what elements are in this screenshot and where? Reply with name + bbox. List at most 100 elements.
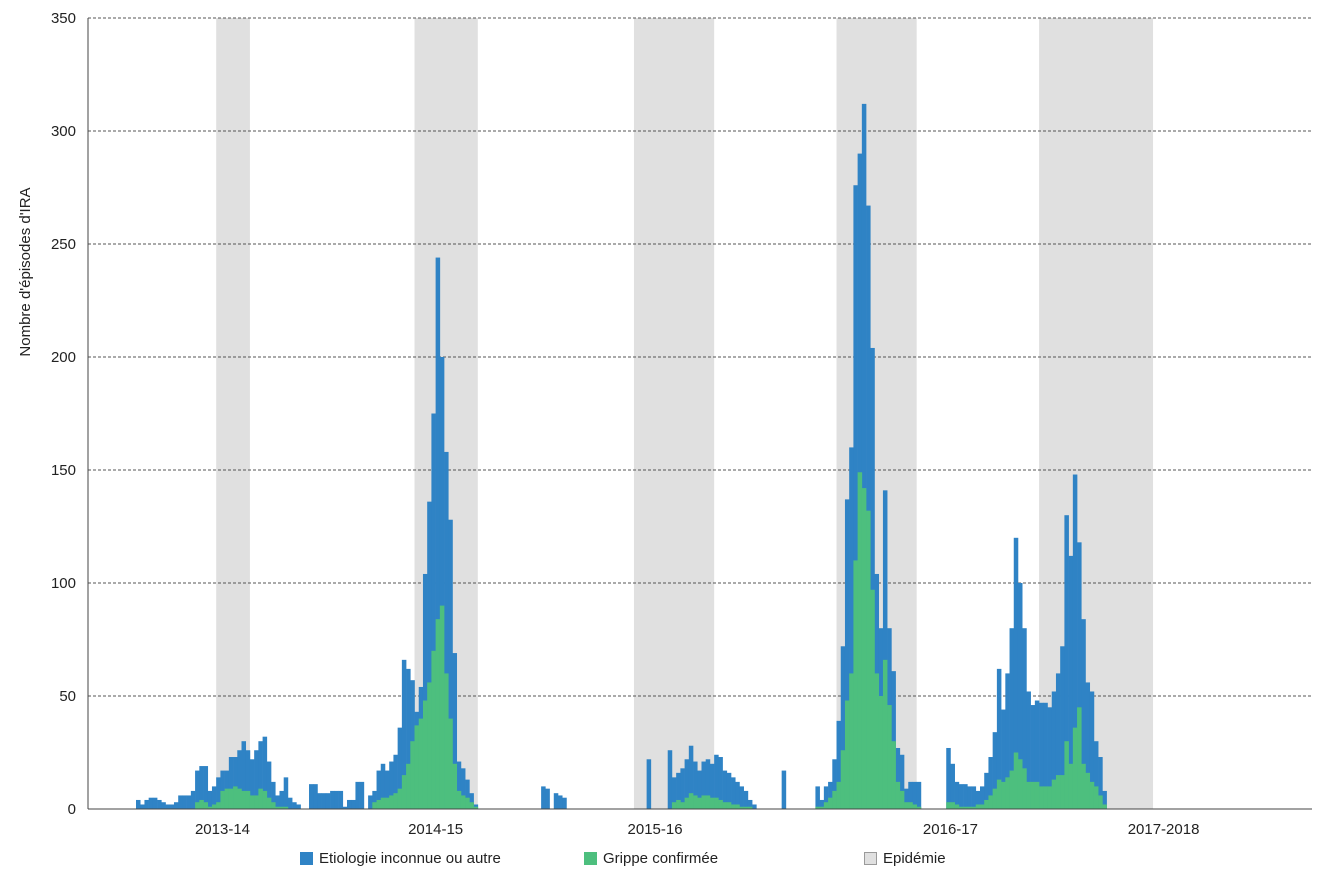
bar-grippe [1026, 781, 1031, 809]
bar-etiologie [334, 790, 339, 809]
bar-etiologie [963, 784, 968, 809]
bar-grippe [1102, 804, 1107, 809]
bar-grippe [448, 718, 453, 809]
bar-etiologie [228, 757, 234, 809]
bar-grippe [1093, 786, 1099, 809]
bar-grippe [452, 763, 458, 809]
bar-etiologie [401, 659, 407, 809]
bar-etiologie [1043, 702, 1048, 809]
bar-etiologie [950, 763, 955, 809]
bar-etiologie [195, 770, 200, 809]
x-tick-label-2013-14: 2013-14 [195, 821, 250, 838]
bar-etiologie [233, 757, 238, 809]
bar-etiologie [389, 761, 394, 809]
bar-grippe [1022, 768, 1027, 809]
bar-etiologie [726, 772, 732, 809]
y-tick-label-350: 350 [51, 10, 76, 27]
bar-grippe [249, 795, 255, 809]
bar-grippe [904, 802, 909, 809]
bar-etiologie [199, 766, 204, 809]
bar-etiologie [904, 788, 909, 809]
bar-grippe [1009, 770, 1015, 809]
grid-lines [88, 17, 1312, 697]
bar-grippe [254, 795, 259, 809]
bar-etiologie [237, 750, 242, 809]
bar-grippe [1081, 763, 1086, 809]
bar-grippe [743, 806, 749, 809]
legend-item-grippe: Grippe confirmée [584, 850, 718, 867]
bar-etiologie [752, 804, 757, 809]
bar-etiologie [136, 799, 141, 809]
bar-grippe [1064, 741, 1069, 809]
bar-grippe [1055, 775, 1061, 809]
epidemic-band-2015-16 [633, 18, 715, 809]
bar-grippe [1047, 786, 1053, 809]
bar-grippe [870, 589, 875, 809]
bar-etiologie [684, 759, 690, 809]
bar-grippe [958, 806, 964, 809]
bar-etiologie [161, 802, 166, 809]
bar-etiologie [330, 790, 335, 809]
bar-etiologie [545, 788, 550, 809]
bar-grippe [954, 804, 960, 809]
bar-etiologie [372, 790, 377, 809]
bar-grippe [714, 797, 719, 809]
bar-etiologie [393, 754, 398, 809]
bar-etiologie [1051, 691, 1057, 809]
bar-etiologie [211, 786, 217, 809]
bar-grippe [815, 806, 820, 809]
bar-grippe [435, 619, 441, 809]
bar-etiologie [688, 745, 694, 809]
bar-etiologie [165, 804, 171, 809]
bar-etiologie [1013, 537, 1019, 809]
bar-etiologie [1102, 790, 1107, 809]
bar-etiologie [216, 777, 221, 809]
bar-etiologie [351, 799, 356, 809]
bar-grippe [401, 775, 407, 809]
bar-etiologie [1039, 702, 1044, 809]
bar-grippe [709, 797, 715, 809]
bar-etiologie [891, 671, 896, 809]
bar-grippe [1013, 752, 1019, 809]
bar-etiologie [271, 781, 276, 809]
bar-grippe [1068, 763, 1074, 809]
chart: 0 50 100 150 200 250 300 350 2013-14 2014-15 2015-… [17, 10, 1312, 838]
bar-grippe [1001, 781, 1006, 809]
bar-grippe [283, 806, 289, 809]
bar-etiologie [908, 781, 913, 809]
bar-etiologie [1081, 619, 1086, 809]
bar-grippe [431, 650, 436, 809]
bar-etiologie [701, 761, 706, 809]
bar-grippe [950, 802, 955, 809]
bar-etiologie [722, 770, 728, 809]
bar-etiologie [676, 772, 681, 809]
y-axis-title: Nombre d'épisodes d'IRA [17, 187, 34, 356]
bar-etiologie [384, 770, 390, 809]
bar-etiologie [380, 763, 386, 809]
bar-grippe [722, 802, 728, 809]
bar-grippe [228, 788, 234, 809]
bar-grippe [1030, 781, 1036, 809]
bar-etiologie [173, 802, 179, 809]
bar-grippe [1034, 781, 1040, 809]
bar-grippe [376, 799, 382, 809]
bar-grippe [823, 802, 829, 809]
legend: Etiologie inconnue ou autre Grippe confi… [0, 850, 1322, 874]
bar-etiologie [245, 750, 251, 809]
bar-grippe [853, 560, 858, 809]
bar-etiologie [646, 759, 652, 809]
bar-grippe [1043, 786, 1048, 809]
bar-etiologie [815, 786, 820, 809]
bar-etiologie [342, 806, 348, 809]
bar-etiologie [667, 750, 673, 809]
bar-etiologie [718, 757, 723, 809]
bar-grippe [1051, 779, 1057, 809]
bar-grippe [840, 750, 846, 809]
bar-grippe [203, 802, 209, 809]
bar-grippe [393, 793, 398, 809]
bar-etiologie [427, 501, 432, 809]
bar-grippe [861, 488, 867, 809]
bar-etiologie [368, 795, 373, 809]
legend-item-etiologie: Etiologie inconnue ou autre [300, 850, 501, 867]
bar-etiologie [553, 793, 559, 809]
